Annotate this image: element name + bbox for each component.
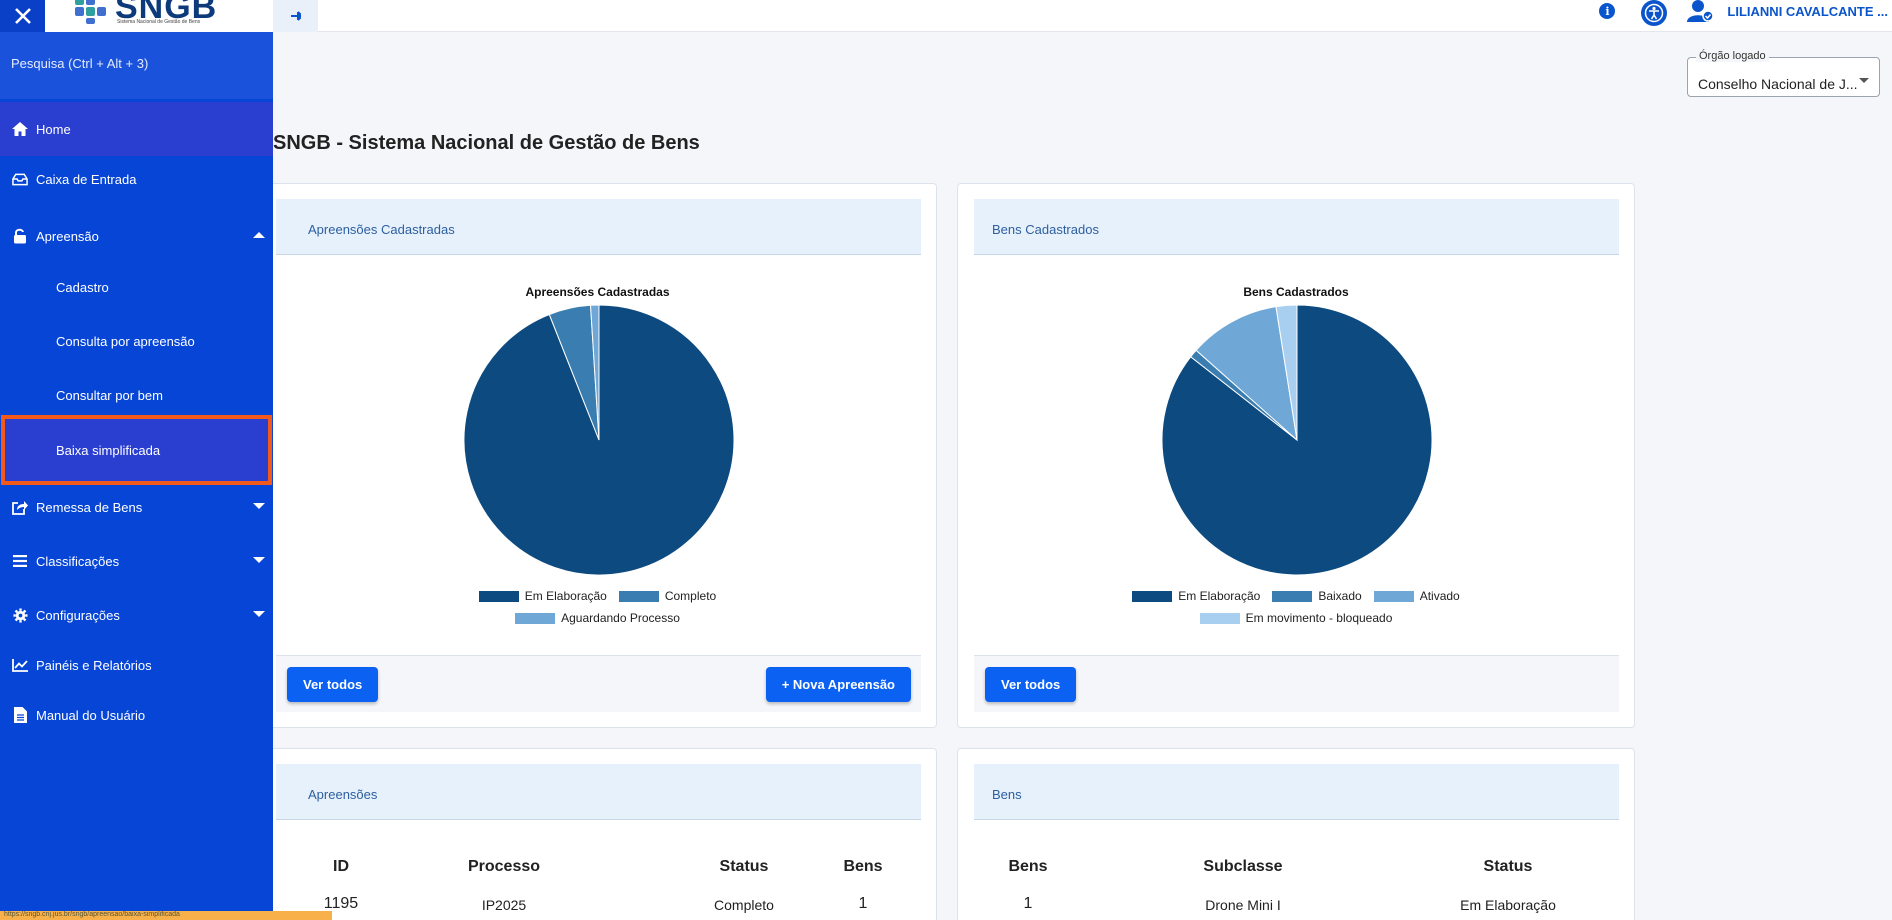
home-icon (12, 121, 28, 137)
column-header: Status (719, 858, 769, 875)
ver-todos-apreensoes-button[interactable]: Ver todos (287, 667, 379, 702)
sidebar-item-baixa-simplificada[interactable]: Baixa simplificada (1, 415, 272, 485)
chevron-down-icon (253, 611, 265, 617)
sidebar-item-label: Home (36, 121, 71, 137)
legend-item: Aguardando Processo (515, 611, 680, 625)
sidebar-item-classificacoes[interactable]: Classificações (0, 537, 273, 585)
chevron-down-icon (253, 503, 265, 509)
chart-legend: Em movimento - bloqueado (958, 611, 1634, 625)
document-icon (12, 707, 28, 723)
share-export-icon (12, 499, 28, 515)
card-header: Apreensões Cadastradas (276, 199, 921, 255)
card-header: Apreensões (276, 764, 921, 820)
nova-apreensao-button[interactable]: + Nova Apreensão (765, 667, 911, 702)
table-cell[interactable]: IP2025 (481, 897, 527, 913)
pie-slice-aguardando-processo[interactable] (589, 304, 600, 441)
bens-table-card: Bens Bens Subclasse Status 1 Drone Mini … (957, 748, 1635, 920)
unlock-icon (12, 228, 28, 244)
chart-legend: Aguardando Processo (259, 611, 936, 625)
legend-item: Ativado (1373, 589, 1460, 603)
column-header: Status (1483, 858, 1533, 875)
line-chart-icon (12, 657, 28, 673)
legend-item: Em Elaboração (478, 589, 607, 603)
table-cell[interactable]: 1 (1023, 895, 1033, 912)
pie-chart-bens (1161, 304, 1433, 576)
column-header: ID (333, 858, 349, 875)
column-header: Subclasse (1203, 858, 1283, 875)
sidebar-item-label: Caixa de Entrada (36, 171, 137, 187)
pin-sidebar-button[interactable] (273, 0, 318, 32)
table-cell[interactable]: Em Elaboração (1460, 897, 1556, 913)
sidebar-item-apreensao[interactable]: Apreensão (0, 212, 273, 260)
sidebar-item-label: Apreensão (36, 228, 99, 244)
info-icon[interactable]: i (1599, 3, 1616, 19)
apreensoes-chart-card: Apreensões Cadastradas Apreensões Cadast… (258, 183, 937, 728)
logo-text: SNGB (115, 0, 218, 26)
user-account-icon[interactable] (1687, 0, 1715, 22)
chevron-up-icon (253, 232, 265, 238)
chevron-down-icon (1859, 78, 1869, 83)
page-title: SNGB - Sistema Nacional de Gestão de Ben… (273, 132, 700, 154)
chart-legend: Em Elaboração Completo (259, 589, 936, 603)
column-header: Bens (843, 858, 883, 875)
column-header: Processo (467, 858, 541, 875)
menu-list-icon (12, 553, 28, 569)
apreensoes-table-card: Apreensões ID Processo Status Bens 1195 … (258, 748, 937, 920)
user-name[interactable]: LILIANNI CAVALCANTE ... (1727, 3, 1888, 19)
orgao-label: Órgão logado (1696, 50, 1769, 62)
inbox-icon (12, 171, 28, 187)
gear-icon (12, 607, 28, 623)
sidebar-item-label: Painéis e Relatórios (36, 657, 152, 673)
logo-mark-icon (75, 0, 106, 24)
sidebar-item-configuracoes[interactable]: Configurações (0, 591, 273, 639)
chart-title: Bens Cadastrados (1243, 285, 1349, 299)
legend-item: Em movimento - bloqueado (1199, 611, 1392, 625)
sidebar-item-label: Remessa de Bens (36, 499, 143, 515)
sidebar-search[interactable]: Pesquisa (Ctrl + Alt + 3) (0, 32, 273, 99)
sidebar-item-paineis[interactable]: Painéis e Relatórios (0, 641, 273, 689)
bens-chart-card: Bens Cadastrados Bens Cadastrados Em Ela… (957, 183, 1635, 728)
chevron-down-icon (253, 557, 265, 563)
legend-item: Completo (618, 589, 716, 603)
chart-title: Apreensões Cadastradas (525, 285, 670, 299)
chart-legend: Em Elaboração Baixado Ativado (958, 589, 1634, 603)
logo[interactable]: SNGB Sistema Nacional de Gestão de Bens (45, 0, 273, 32)
legend-item: Em Elaboração (1132, 589, 1260, 603)
card-footer: Ver todos + Nova Apreensão (276, 655, 921, 712)
close-sidebar-button[interactable] (0, 0, 45, 32)
sidebar-item-home[interactable]: Home (0, 102, 273, 156)
orgao-select[interactable]: Órgão logado Conselho Nacional de J... (1687, 50, 1880, 97)
table-cell[interactable]: 1 (858, 895, 868, 912)
column-header: Bens (1008, 858, 1048, 875)
sidebar-item-remessa[interactable]: Remessa de Bens (0, 483, 273, 531)
card-footer: Ver todos (974, 655, 1619, 712)
sidebar-item-consulta-apreensao[interactable]: Consulta por apreensão (56, 333, 195, 349)
card-header: Bens (974, 764, 1619, 820)
sidebar-header: SNGB Sistema Nacional de Gestão de Bens (0, 0, 273, 32)
table-cell[interactable]: 1195 (323, 895, 359, 912)
pie-chart-apreensoes (463, 304, 735, 576)
close-icon (14, 8, 31, 24)
accessibility-icon[interactable] (1641, 0, 1668, 26)
sidebar-item-cadastro[interactable]: Cadastro (56, 279, 109, 295)
pie-slice-ativado[interactable] (1195, 306, 1298, 442)
legend-item: Baixado (1272, 589, 1362, 603)
card-header: Bens Cadastrados (974, 199, 1619, 255)
ver-todos-bens-button[interactable]: Ver todos (985, 667, 1077, 702)
table-cell[interactable]: Drone Mini I (1205, 897, 1281, 913)
sidebar-item-label: Manual do Usuário (36, 707, 146, 723)
table-cell[interactable]: Completo (714, 897, 774, 913)
pin-icon (290, 11, 301, 21)
pie-slice-em-movimento-bloqueado[interactable] (1275, 304, 1298, 441)
top-bar: i LILIANNI CAVALCANTE ... (0, 0, 1892, 32)
sidebar-item-consultar-bem[interactable]: Consultar por bem (56, 387, 163, 403)
sidebar-item-manual[interactable]: Manual do Usuário (0, 691, 273, 739)
sidebar-item-label: Classificações (36, 553, 120, 569)
sidebar-item-inbox[interactable]: Caixa de Entrada (0, 155, 273, 203)
logo-subtitle: Sistema Nacional de Gestão de Bens (117, 19, 201, 25)
status-bar-url: https://sngb.cnj.jus.br/sngb/apreensao/b… (0, 911, 332, 920)
sidebar-item-label: Configurações (36, 607, 120, 623)
sidebar: SNGB Sistema Nacional de Gestão de Bens … (0, 0, 273, 920)
orgao-value: Conselho Nacional de J... (1698, 76, 1858, 92)
